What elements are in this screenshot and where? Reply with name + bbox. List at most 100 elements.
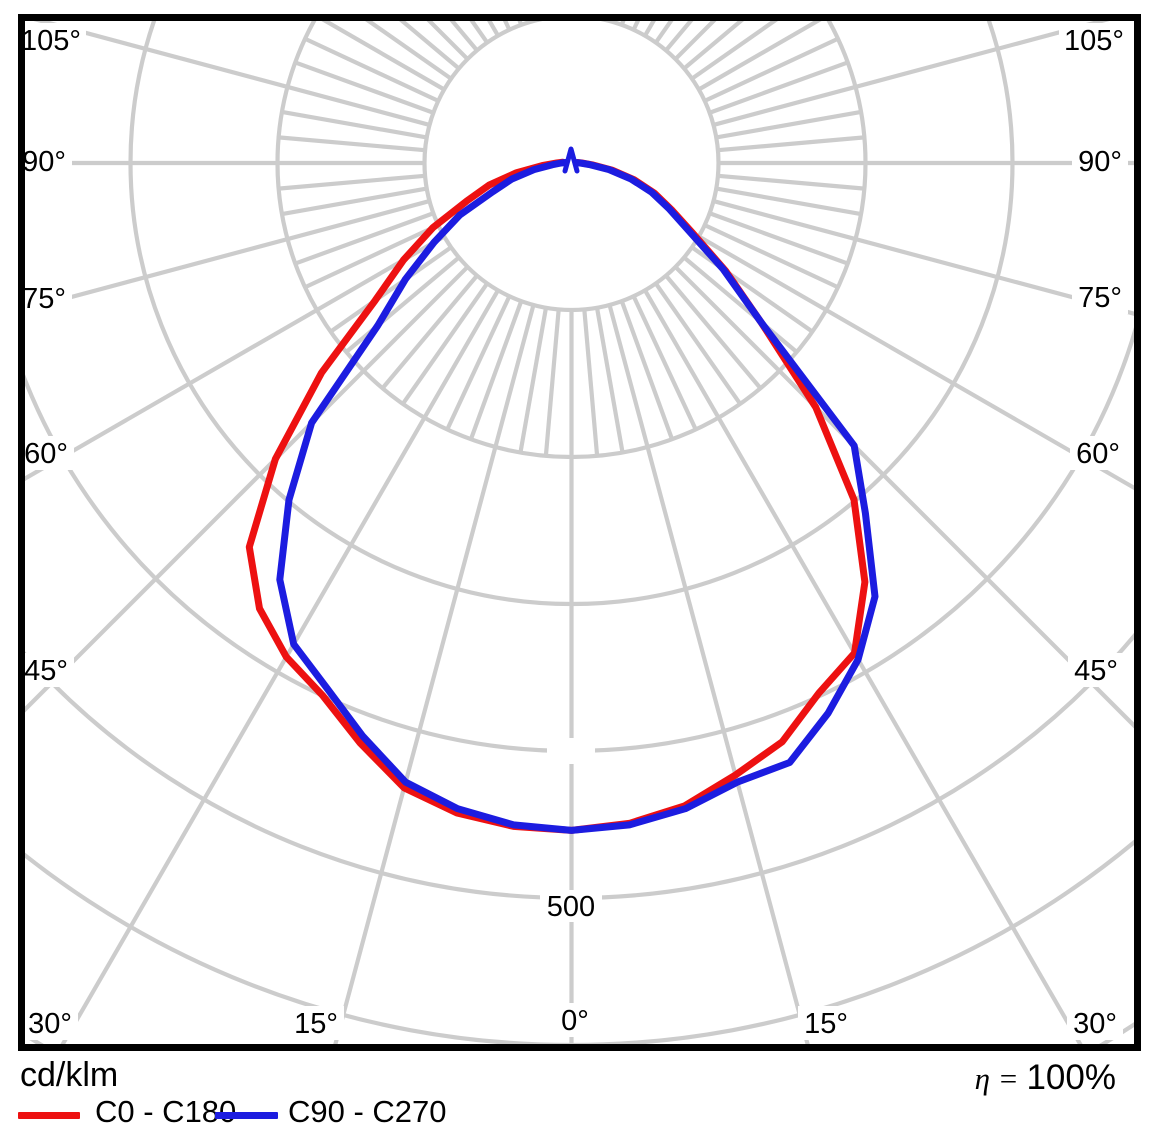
grid-ray-30	[60, 289, 500, 1044]
efficiency-readout: η = 100%	[860, 1058, 1116, 1098]
grid-minor-ray-110	[294, 60, 435, 115]
grid-minor-ray-140	[449, 21, 479, 52]
grid-minor-ray-5	[582, 309, 600, 457]
grid-minor-ray-160	[619, 21, 626, 26]
efficiency-value: 100%	[1026, 1058, 1116, 1097]
angle-label-75deg: 75°	[1078, 282, 1122, 314]
angle-label-gap	[1068, 653, 1124, 687]
grid-minor-ray-20	[468, 300, 524, 440]
grid-minor-ray-70	[294, 211, 435, 266]
grid-ray-75	[25, 199, 431, 312]
grid-minor-ray-70	[708, 211, 849, 266]
chart-frame	[18, 14, 1141, 1051]
angle-label-30deg: 30°	[28, 1008, 72, 1040]
grid-ray-60	[697, 234, 1134, 491]
curve-c0-c180	[245, 158, 869, 834]
efficiency-symbol: η =	[974, 1061, 1027, 1096]
angle-label-gap	[25, 23, 86, 57]
grid-minor-ray-140	[664, 21, 694, 52]
angle-label-gap	[555, 1003, 595, 1037]
grid-minor-ray-115	[703, 36, 839, 103]
angle-label-45deg: 45°	[1074, 655, 1118, 687]
grid-minor-ray-125	[690, 21, 778, 81]
curves	[245, 146, 879, 834]
angle-label-gap	[25, 1006, 78, 1040]
curve-apex-spike	[562, 146, 580, 174]
grid-minor-ray-10	[518, 307, 549, 453]
angle-label-45deg: 45°	[24, 655, 68, 687]
grid-minor-ray-5	[543, 309, 561, 457]
grid-ray-60	[25, 234, 446, 481]
grid-ring-400	[25, 326, 1134, 753]
grid-minor-ray-160	[517, 21, 524, 26]
grid-minor-ray-65	[304, 223, 440, 290]
angle-label-gap	[25, 436, 74, 470]
angle-label-15deg: 15°	[294, 1008, 338, 1040]
angle-label-gap	[798, 1006, 854, 1040]
angle-label-gap	[25, 144, 72, 178]
grid-minor-ray-115	[304, 36, 440, 103]
angle-label-gap	[1070, 436, 1126, 470]
grid-ray-15	[333, 304, 536, 1044]
grid-minor-ray-25	[631, 295, 698, 431]
grid-ray-105	[33, 21, 431, 127]
grid-minor-ray-25	[445, 295, 512, 431]
grid-ray-105	[712, 21, 1110, 127]
legend-label-c0-c180: C0 - C180	[95, 1094, 237, 1129]
angle-label-30deg: 30°	[1073, 1008, 1117, 1040]
grid-minor-ray-50	[344, 255, 461, 354]
legend: C0 - C180 C90 - C270	[0, 1094, 1164, 1134]
angle-label-60deg: 60°	[24, 438, 68, 470]
grid-minor-ray-85	[278, 173, 426, 191]
grid-minor-ray-95	[717, 135, 865, 153]
grid-minor-ray-35	[401, 282, 489, 406]
grid-ray-15	[607, 304, 810, 1044]
grid-minor-ray-125	[365, 21, 453, 81]
label-gaps	[25, 23, 1129, 1040]
angle-label-0deg: 0°	[561, 1005, 589, 1037]
angle-label-90deg: 90°	[22, 146, 66, 178]
grid-minor-ray-55	[329, 245, 453, 334]
angle-label-gap	[25, 281, 72, 315]
grid-minor-ray-145	[469, 21, 489, 44]
grid-minor-ray-130	[399, 21, 461, 71]
grid-minor-ray-65	[703, 223, 839, 290]
legend-swatch-c0-c180	[18, 1112, 80, 1119]
grid-minor-ray-40	[664, 274, 763, 390]
angle-label-15deg: 15°	[804, 1008, 848, 1040]
grid-minor-ray-100	[281, 109, 428, 140]
angle-label-gap	[25, 653, 74, 687]
grid-minor-ray-145	[654, 21, 674, 44]
grid-minor-ray-35	[654, 282, 742, 406]
grid-minor-ray-95	[278, 135, 426, 153]
grid-ray-75	[712, 199, 1134, 316]
ring-label-gap	[540, 890, 602, 922]
grid-minor-ray-50	[682, 255, 799, 354]
angle-label-gap	[1059, 23, 1129, 57]
grid-minor-ray-40	[380, 274, 479, 390]
angle-label-60deg: 60°	[1076, 438, 1120, 470]
angle-label-75deg: 75°	[22, 283, 66, 315]
curve-c90-c270	[276, 159, 879, 834]
grid-minor-ray-80	[715, 186, 862, 217]
grid-minor-ray-20	[619, 300, 675, 440]
legend-swatch-c90-c270	[215, 1112, 278, 1119]
angle-label-gap	[1072, 280, 1128, 314]
grid-minor-ray-130	[682, 21, 744, 71]
grid-minor-ray-100	[715, 109, 862, 140]
grid-minor-ray-110	[708, 60, 849, 115]
angle-label-90deg: 90°	[1078, 146, 1122, 178]
angle-label-105deg: 105°	[1064, 25, 1124, 57]
angle-label-gap	[288, 1006, 344, 1040]
grid-minor-ray-10	[594, 307, 625, 453]
grid-minor-ray-85	[717, 173, 865, 191]
angle-label-gap	[1067, 1006, 1123, 1040]
angle-label-105deg: 105°	[21, 25, 81, 57]
grid-minor-ray-80	[281, 186, 428, 217]
grid-ring-100	[422, 21, 721, 313]
legend-label-c90-c270: C90 - C270	[288, 1094, 447, 1129]
angle-label-gap	[1072, 144, 1128, 178]
